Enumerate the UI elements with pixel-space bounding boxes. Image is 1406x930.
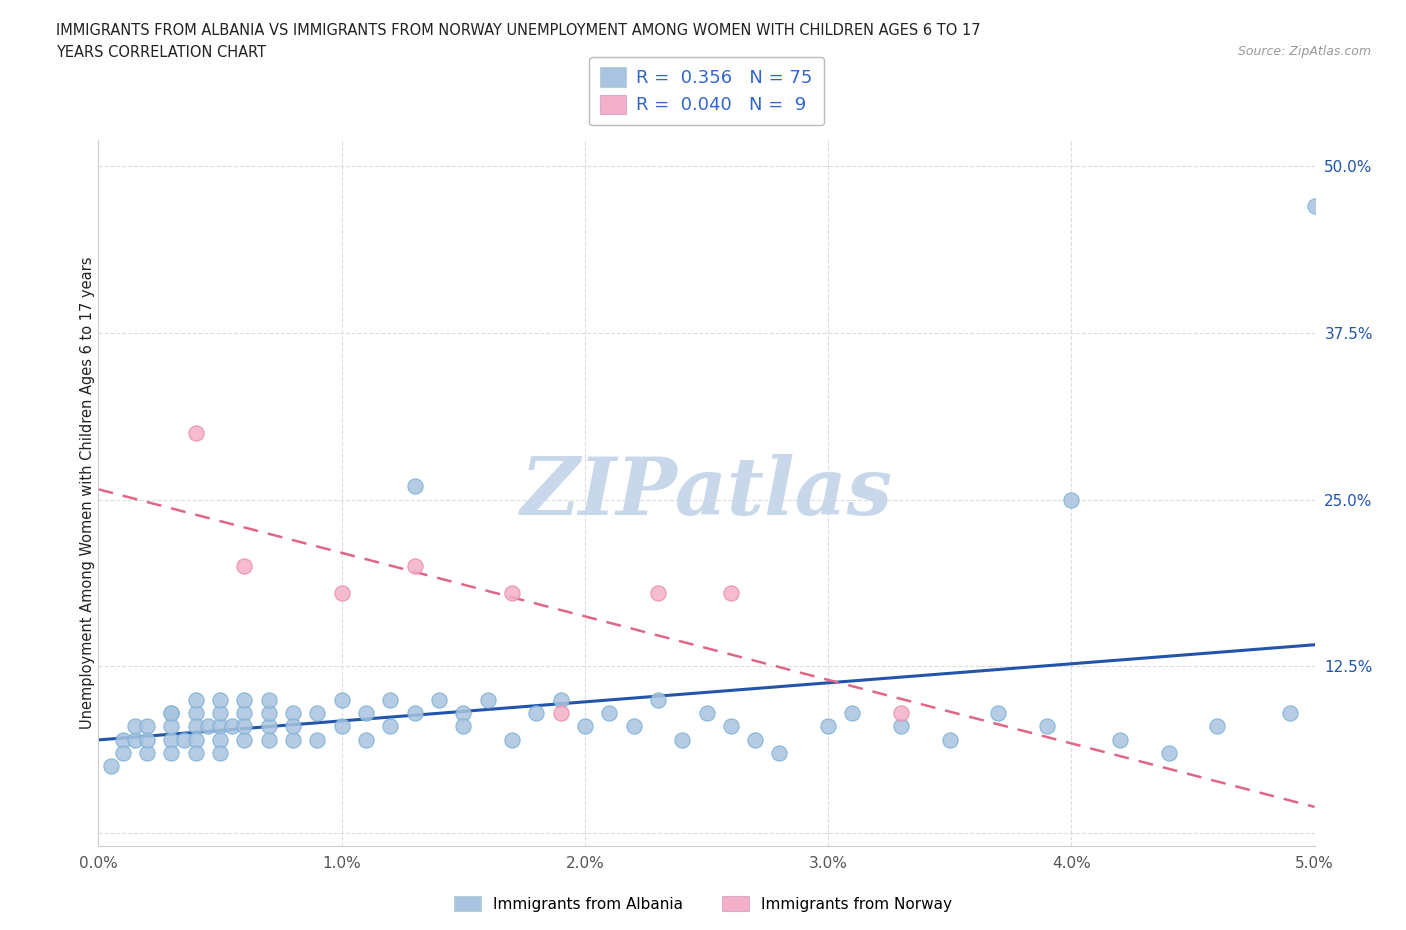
Point [453,719,475,734]
Point [501,586,523,601]
Point [574,719,596,734]
Point [768,746,790,761]
Point [354,732,377,747]
Point [160,706,183,721]
Point [221,719,243,734]
Point [380,719,402,734]
Point [136,746,159,761]
Point [184,425,207,440]
Point [890,706,912,721]
Point [281,719,304,734]
Y-axis label: Unemployment Among Women with Children Ages 6 to 17 years: Unemployment Among Women with Children A… [80,257,94,729]
Text: ZIPatlas: ZIPatlas [520,454,893,532]
Point [647,692,669,707]
Point [550,692,572,707]
Point [233,692,256,707]
Point [160,732,183,747]
Point [233,719,256,734]
Point [257,706,280,721]
Point [720,586,742,601]
Point [380,692,402,707]
Point [209,746,232,761]
Point [623,719,645,734]
Point [173,732,195,747]
Point [330,692,353,707]
Point [501,732,523,747]
Point [307,732,329,747]
Point [671,732,693,747]
Point [257,732,280,747]
Point [404,559,426,574]
Point [477,692,499,707]
Point [209,706,232,721]
Point [160,719,183,734]
Point [160,746,183,761]
Point [330,586,353,601]
Point [160,706,183,721]
Point [330,719,353,734]
Point [890,719,912,734]
Point [184,706,207,721]
Point [404,479,426,494]
Legend: Immigrants from Albania, Immigrants from Norway: Immigrants from Albania, Immigrants from… [447,890,959,918]
Point [427,692,450,707]
Point [1303,199,1326,214]
Point [111,732,134,747]
Point [233,706,256,721]
Point [184,692,207,707]
Point [233,732,256,747]
Legend: R =  0.356   N = 75, R =  0.040   N =  9: R = 0.356 N = 75, R = 0.040 N = 9 [589,57,824,126]
Point [550,706,572,721]
Point [1206,719,1229,734]
Point [100,759,122,774]
Point [197,719,219,734]
Point [1279,706,1302,721]
Point [281,706,304,721]
Point [404,706,426,721]
Point [841,706,863,721]
Point [124,732,146,747]
Point [939,732,962,747]
Point [817,719,839,734]
Point [598,706,620,721]
Point [136,719,159,734]
Point [1036,719,1059,734]
Point [209,719,232,734]
Point [184,746,207,761]
Point [209,692,232,707]
Point [257,719,280,734]
Point [696,706,718,721]
Text: Source: ZipAtlas.com: Source: ZipAtlas.com [1237,45,1371,58]
Point [453,706,475,721]
Point [647,586,669,601]
Point [307,706,329,721]
Point [987,706,1010,721]
Point [136,732,159,747]
Point [209,732,232,747]
Point [1157,746,1180,761]
Point [1060,492,1083,507]
Point [184,732,207,747]
Point [233,559,256,574]
Point [257,692,280,707]
Point [111,746,134,761]
Point [124,719,146,734]
Point [524,706,547,721]
Point [354,706,377,721]
Text: YEARS CORRELATION CHART: YEARS CORRELATION CHART [56,45,266,60]
Point [720,719,742,734]
Point [281,732,304,747]
Text: IMMIGRANTS FROM ALBANIA VS IMMIGRANTS FROM NORWAY UNEMPLOYMENT AMONG WOMEN WITH : IMMIGRANTS FROM ALBANIA VS IMMIGRANTS FR… [56,23,981,38]
Point [184,719,207,734]
Point [744,732,766,747]
Point [1109,732,1132,747]
